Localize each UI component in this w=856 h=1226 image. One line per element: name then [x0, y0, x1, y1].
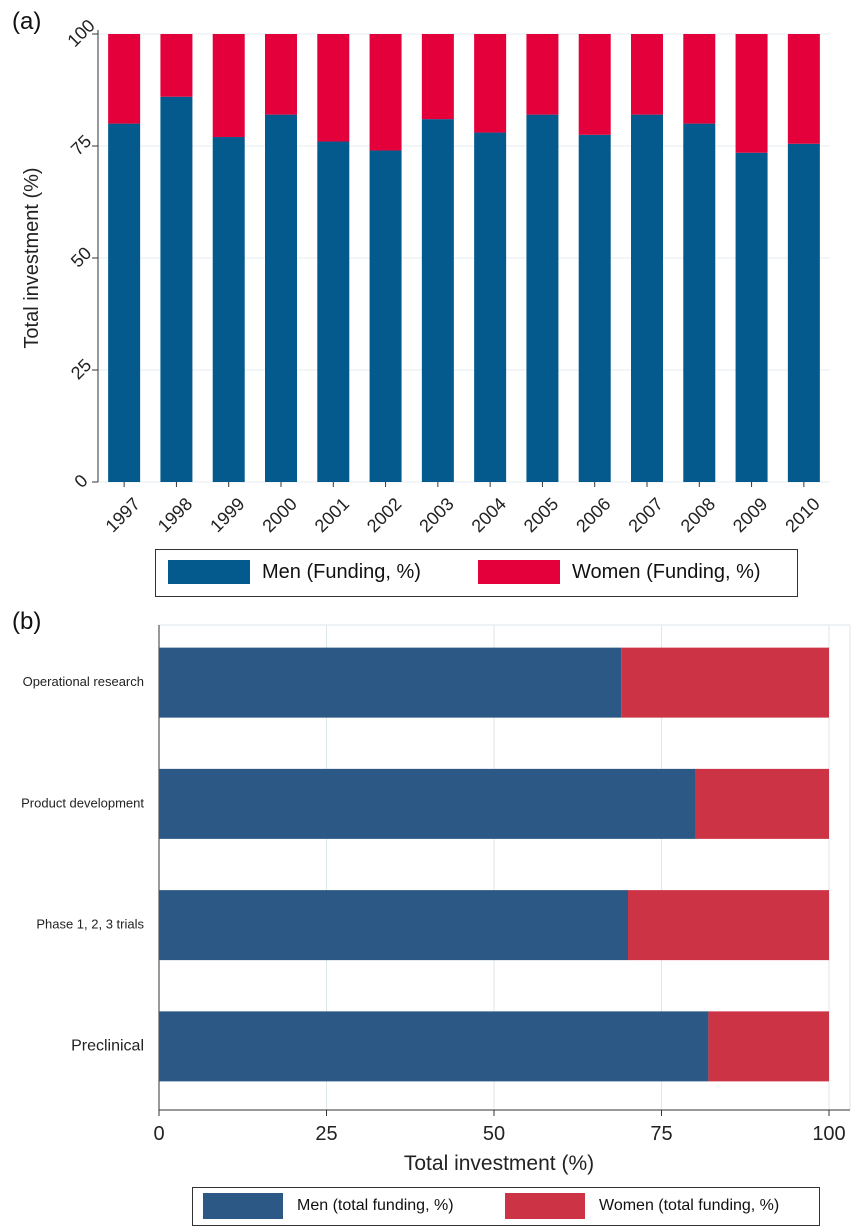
chart-b: 0 25 50 75 100 Total investment (%) Operationa… — [21, 624, 851, 1175]
bar-women-1997 — [108, 34, 141, 124]
x-tick-label-a: 2001 — [311, 494, 353, 536]
x-tick-label-b: 0 — [153, 1123, 164, 1145]
x-tick-label-a: 2002 — [363, 494, 405, 536]
x-tick-label-b: 75 — [650, 1123, 672, 1145]
bar-men-2 — [159, 890, 628, 961]
category-label-b: Product development — [21, 795, 144, 810]
category-label-b: Operational research — [23, 674, 144, 689]
bar-men-1999 — [212, 137, 245, 483]
x-tick-label-a: 2005 — [520, 494, 562, 536]
bar-women-1999 — [212, 34, 245, 138]
legend-a-label-women: Women (Funding, %) — [572, 560, 761, 583]
legend-a: Men (Funding, %) Women (Funding, %) — [155, 549, 798, 597]
bar-men-2008 — [683, 123, 716, 482]
bar-men-1998 — [160, 96, 193, 482]
bar-men-2005 — [526, 114, 559, 482]
bar-women-3 — [708, 1011, 829, 1082]
bar-men-3 — [159, 1011, 709, 1082]
bar-men-1 — [159, 768, 695, 839]
bar-men-2002 — [369, 150, 402, 483]
bar-women-2009 — [735, 34, 768, 153]
y-tick-label-a: 50 — [67, 243, 95, 271]
bar-women-2010 — [787, 34, 820, 144]
y-tick-label-a: 75 — [67, 131, 95, 159]
x-tick-label-a: 2004 — [468, 494, 510, 536]
bar-men-1997 — [108, 123, 141, 482]
x-tick-label-a: 2003 — [415, 494, 457, 536]
bar-women-2000 — [265, 34, 297, 115]
bar-men-2004 — [474, 132, 507, 482]
bar-women-2002 — [369, 34, 402, 151]
bar-men-2000 — [265, 114, 297, 482]
x-tick-label-a: 2009 — [729, 494, 771, 536]
x-tick-label-a: 1998 — [154, 494, 196, 536]
legend-a-item-men: Men (Funding, %) — [168, 560, 421, 584]
bar-women-2007 — [631, 34, 663, 115]
bar-women-1 — [695, 768, 829, 839]
legend-b: Men (total funding, %) Women (total fund… — [192, 1187, 820, 1226]
legend-a-swatch-men — [168, 560, 250, 584]
x-tick-label-b: 25 — [315, 1123, 337, 1145]
bar-women-2005 — [526, 34, 559, 115]
bar-men-2010 — [787, 143, 820, 482]
x-tick-label-a: 2000 — [258, 494, 300, 536]
bar-men-2007 — [631, 114, 663, 482]
y-tick-label-a: 100 — [63, 15, 98, 50]
x-tick-label-b: 100 — [812, 1123, 845, 1145]
x-tick-label-a: 1997 — [102, 494, 144, 536]
bar-men-2009 — [735, 152, 768, 482]
bar-women-2003 — [421, 34, 454, 120]
legend-a-item-women: Women (Funding, %) — [478, 560, 761, 584]
x-tick-label-a: 2010 — [781, 494, 823, 536]
category-label-b: Phase 1, 2, 3 trials — [36, 917, 144, 932]
x-axis-label-b: Total investment (%) — [404, 1152, 594, 1175]
legend-b-label-men: Men (total funding, %) — [297, 1197, 454, 1214]
bar-men-2003 — [421, 119, 454, 483]
bar-men-0 — [159, 647, 622, 718]
bar-women-0 — [621, 647, 829, 718]
panel-b-label: (b) — [12, 608, 42, 635]
legend-b-item-men: Men (total funding, %) — [203, 1193, 454, 1219]
x-tick-label-a: 2007 — [624, 494, 666, 536]
y-axis-label-a: Total investment (%) — [21, 167, 43, 348]
x-tick-label-a: 2008 — [677, 494, 719, 536]
bar-women-2006 — [578, 34, 611, 135]
y-tick-label-a: 0 — [71, 471, 92, 492]
legend-b-item-women: Women (total funding, %) — [505, 1193, 779, 1219]
category-label-b: Preclinical — [71, 1038, 144, 1055]
bar-women-2008 — [683, 34, 716, 124]
bar-women-2001 — [317, 34, 350, 142]
x-tick-label-a: 1999 — [206, 494, 248, 536]
bar-men-2001 — [317, 141, 350, 482]
bar-men-2006 — [578, 134, 611, 483]
y-tick-label-a: 25 — [67, 355, 95, 383]
legend-a-label-men: Men (Funding, %) — [262, 560, 421, 583]
legend-a-swatch-women — [478, 560, 560, 584]
legend-b-swatch-men — [203, 1193, 283, 1219]
legend-b-label-women: Women (total funding, %) — [599, 1197, 780, 1214]
legend-b-swatch-women — [505, 1193, 585, 1219]
bar-women-2 — [628, 890, 829, 961]
chart-a: 0 25 50 75 100 Total investment (%) 1997 1998 19… — [21, 15, 830, 536]
bar-women-2004 — [474, 34, 507, 133]
x-tick-label-a: 2006 — [572, 494, 614, 536]
x-tick-label-b: 50 — [483, 1123, 505, 1145]
panel-a-label: (a) — [12, 8, 42, 35]
bar-women-1998 — [160, 34, 193, 97]
